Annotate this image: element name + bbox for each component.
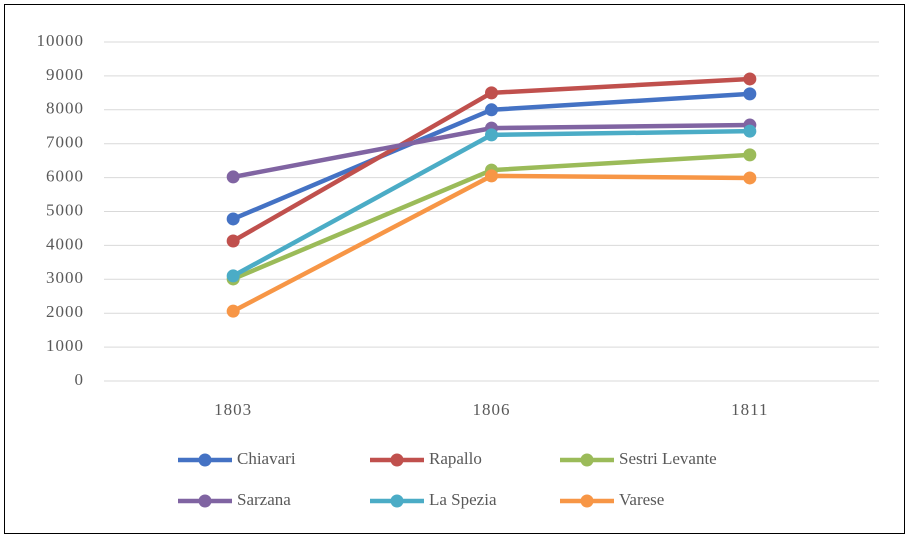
- legend-label: Sarzana: [237, 490, 291, 509]
- data-point: [226, 304, 240, 318]
- data-point: [485, 169, 498, 183]
- legend-label: La Spezia: [429, 490, 497, 509]
- data-point: [743, 148, 757, 162]
- y-tick-label: 7000: [46, 133, 84, 152]
- x-tick-label: 1806: [473, 400, 511, 419]
- y-tick-label: 8000: [46, 99, 84, 118]
- x-tick-label: 1811: [731, 400, 768, 419]
- y-tick-label: 1000: [46, 336, 84, 355]
- legend-marker: [580, 494, 594, 508]
- data-point: [226, 234, 240, 248]
- data-point: [743, 171, 757, 185]
- y-tick-label: 2000: [46, 302, 84, 321]
- data-point: [485, 86, 498, 100]
- data-point: [485, 128, 498, 142]
- legend-label: Sestri Levante: [619, 449, 717, 468]
- y-tick-label: 3000: [46, 268, 84, 287]
- legend-marker: [198, 453, 212, 467]
- data-point: [743, 87, 757, 101]
- data-point: [226, 170, 240, 184]
- x-tick-label: 1803: [214, 400, 252, 419]
- legend-marker: [390, 494, 404, 508]
- data-point: [743, 124, 757, 138]
- legend-marker: [580, 453, 594, 467]
- legend-label: Varese: [619, 490, 664, 509]
- legend-label: Rapallo: [429, 449, 482, 468]
- legend-marker: [198, 494, 212, 508]
- y-tick-label: 5000: [46, 200, 84, 219]
- y-tick-label: 10000: [37, 31, 85, 50]
- y-tick-label: 4000: [46, 234, 84, 253]
- data-point: [226, 212, 240, 226]
- legend-marker: [390, 453, 404, 467]
- y-tick-label: 9000: [46, 65, 84, 84]
- legend-label: Chiavari: [237, 449, 296, 468]
- data-point: [226, 269, 240, 283]
- y-tick-label: 0: [75, 370, 85, 389]
- data-point: [485, 103, 498, 117]
- y-tick-label: 6000: [46, 167, 84, 186]
- data-point: [743, 72, 757, 86]
